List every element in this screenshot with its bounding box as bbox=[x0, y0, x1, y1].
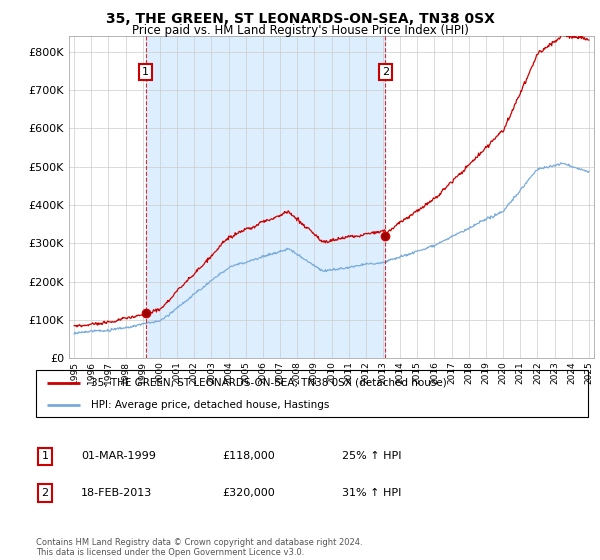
Text: 31% ↑ HPI: 31% ↑ HPI bbox=[342, 488, 401, 498]
Text: Price paid vs. HM Land Registry's House Price Index (HPI): Price paid vs. HM Land Registry's House … bbox=[131, 24, 469, 36]
Text: £320,000: £320,000 bbox=[222, 488, 275, 498]
Text: 25% ↑ HPI: 25% ↑ HPI bbox=[342, 451, 401, 461]
Text: 35, THE GREEN, ST LEONARDS-ON-SEA, TN38 0SX: 35, THE GREEN, ST LEONARDS-ON-SEA, TN38 … bbox=[106, 12, 494, 26]
Text: 01-MAR-1999: 01-MAR-1999 bbox=[81, 451, 156, 461]
Text: HPI: Average price, detached house, Hastings: HPI: Average price, detached house, Hast… bbox=[91, 400, 329, 410]
Text: Contains HM Land Registry data © Crown copyright and database right 2024.
This d: Contains HM Land Registry data © Crown c… bbox=[36, 538, 362, 557]
Text: 35, THE GREEN, ST LEONARDS-ON-SEA, TN38 0SX (detached house): 35, THE GREEN, ST LEONARDS-ON-SEA, TN38 … bbox=[91, 378, 447, 388]
Text: £118,000: £118,000 bbox=[222, 451, 275, 461]
Text: 18-FEB-2013: 18-FEB-2013 bbox=[81, 488, 152, 498]
Text: 2: 2 bbox=[382, 67, 389, 77]
Text: 1: 1 bbox=[142, 67, 149, 77]
Text: 2: 2 bbox=[41, 488, 49, 498]
Text: 1: 1 bbox=[41, 451, 49, 461]
Bar bbox=[146, 36, 385, 358]
